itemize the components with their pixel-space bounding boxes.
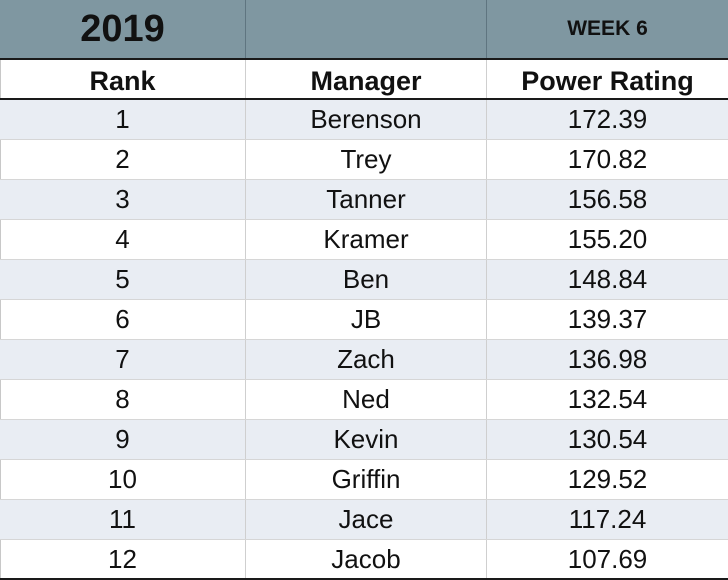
table-row: 10 Griffin 129.52 (0, 460, 728, 500)
manager-cell[interactable]: Zach (246, 340, 487, 379)
rankings-table: Rank Manager Power Rating 1 Berenson 172.3… (0, 60, 728, 580)
table-row: 1 Berenson 172.39 (0, 100, 728, 140)
table-body: 1 Berenson 172.39 2 Trey 170.82 3 Tanner 156.58 4… (0, 100, 728, 580)
rank-cell[interactable]: 3 (0, 180, 246, 219)
rank-cell[interactable]: 7 (0, 340, 246, 379)
rank-cell[interactable]: 9 (0, 420, 246, 459)
power-rating-cell[interactable]: 130.54 (567, 424, 648, 454)
header-power-rating[interactable]: Power Rating (521, 65, 694, 96)
rank-cell[interactable]: 5 (0, 260, 246, 299)
rank-cell[interactable]: 12 (0, 540, 246, 578)
rank-cell[interactable]: 10 (0, 460, 246, 499)
power-rating-cell[interactable]: 148.84 (567, 264, 648, 294)
table-row: 4 Kramer 155.20 (0, 220, 728, 260)
power-rating-cell[interactable]: 132.54 (567, 384, 648, 414)
title-row: 2019 WEEK 6 (0, 0, 728, 60)
table-row: 9 Kevin 130.54 (0, 420, 728, 460)
manager-cell[interactable]: Jace (246, 500, 487, 539)
table-row: 3 Tanner 156.58 (0, 180, 728, 220)
manager-cell[interactable]: Kramer (246, 220, 487, 259)
manager-cell[interactable]: Jacob (246, 540, 487, 578)
table-row: 6 JB 139.37 (0, 300, 728, 340)
manager-cell[interactable]: Ben (246, 260, 487, 299)
power-rating-cell[interactable]: 156.58 (567, 184, 648, 214)
week-cell[interactable]: WEEK 6 (567, 17, 648, 40)
rank-cell[interactable]: 11 (0, 500, 246, 539)
power-rating-cell[interactable]: 136.98 (567, 344, 648, 374)
table-row: 8 Ned 132.54 (0, 380, 728, 420)
manager-cell[interactable]: Griffin (246, 460, 487, 499)
rank-cell[interactable]: 4 (0, 220, 246, 259)
header-manager[interactable]: Manager (246, 60, 487, 98)
rank-cell[interactable]: 6 (0, 300, 246, 339)
power-rating-cell[interactable]: 129.52 (567, 464, 648, 494)
table-row: 11 Jace 117.24 (0, 500, 728, 540)
table-header-row: Rank Manager Power Rating (0, 60, 728, 100)
rank-cell[interactable]: 8 (0, 380, 246, 419)
rank-cell[interactable]: 2 (0, 140, 246, 179)
power-rating-cell[interactable]: 170.82 (567, 144, 648, 174)
table-row: 2 Trey 170.82 (0, 140, 728, 180)
header-rank[interactable]: Rank (0, 60, 246, 98)
power-rating-cell[interactable]: 155.20 (567, 224, 648, 254)
manager-cell[interactable]: Ned (246, 380, 487, 419)
table-row: 5 Ben 148.84 (0, 260, 728, 300)
manager-cell[interactable]: Berenson (246, 100, 487, 139)
manager-cell[interactable]: Trey (246, 140, 487, 179)
power-rating-cell[interactable]: 172.39 (567, 104, 648, 134)
power-rating-cell[interactable]: 117.24 (568, 504, 647, 534)
title-middle-cell[interactable] (246, 0, 487, 58)
manager-cell[interactable]: Kevin (246, 420, 487, 459)
manager-cell[interactable]: JB (246, 300, 487, 339)
year-cell[interactable]: 2019 (0, 0, 246, 58)
table-row: 12 Jacob 107.69 (0, 540, 728, 580)
power-rating-cell[interactable]: 107.69 (567, 543, 648, 574)
power-rating-cell[interactable]: 139.37 (567, 304, 648, 334)
table-row: 7 Zach 136.98 (0, 340, 728, 380)
manager-cell[interactable]: Tanner (246, 180, 487, 219)
rank-cell[interactable]: 1 (0, 100, 246, 139)
